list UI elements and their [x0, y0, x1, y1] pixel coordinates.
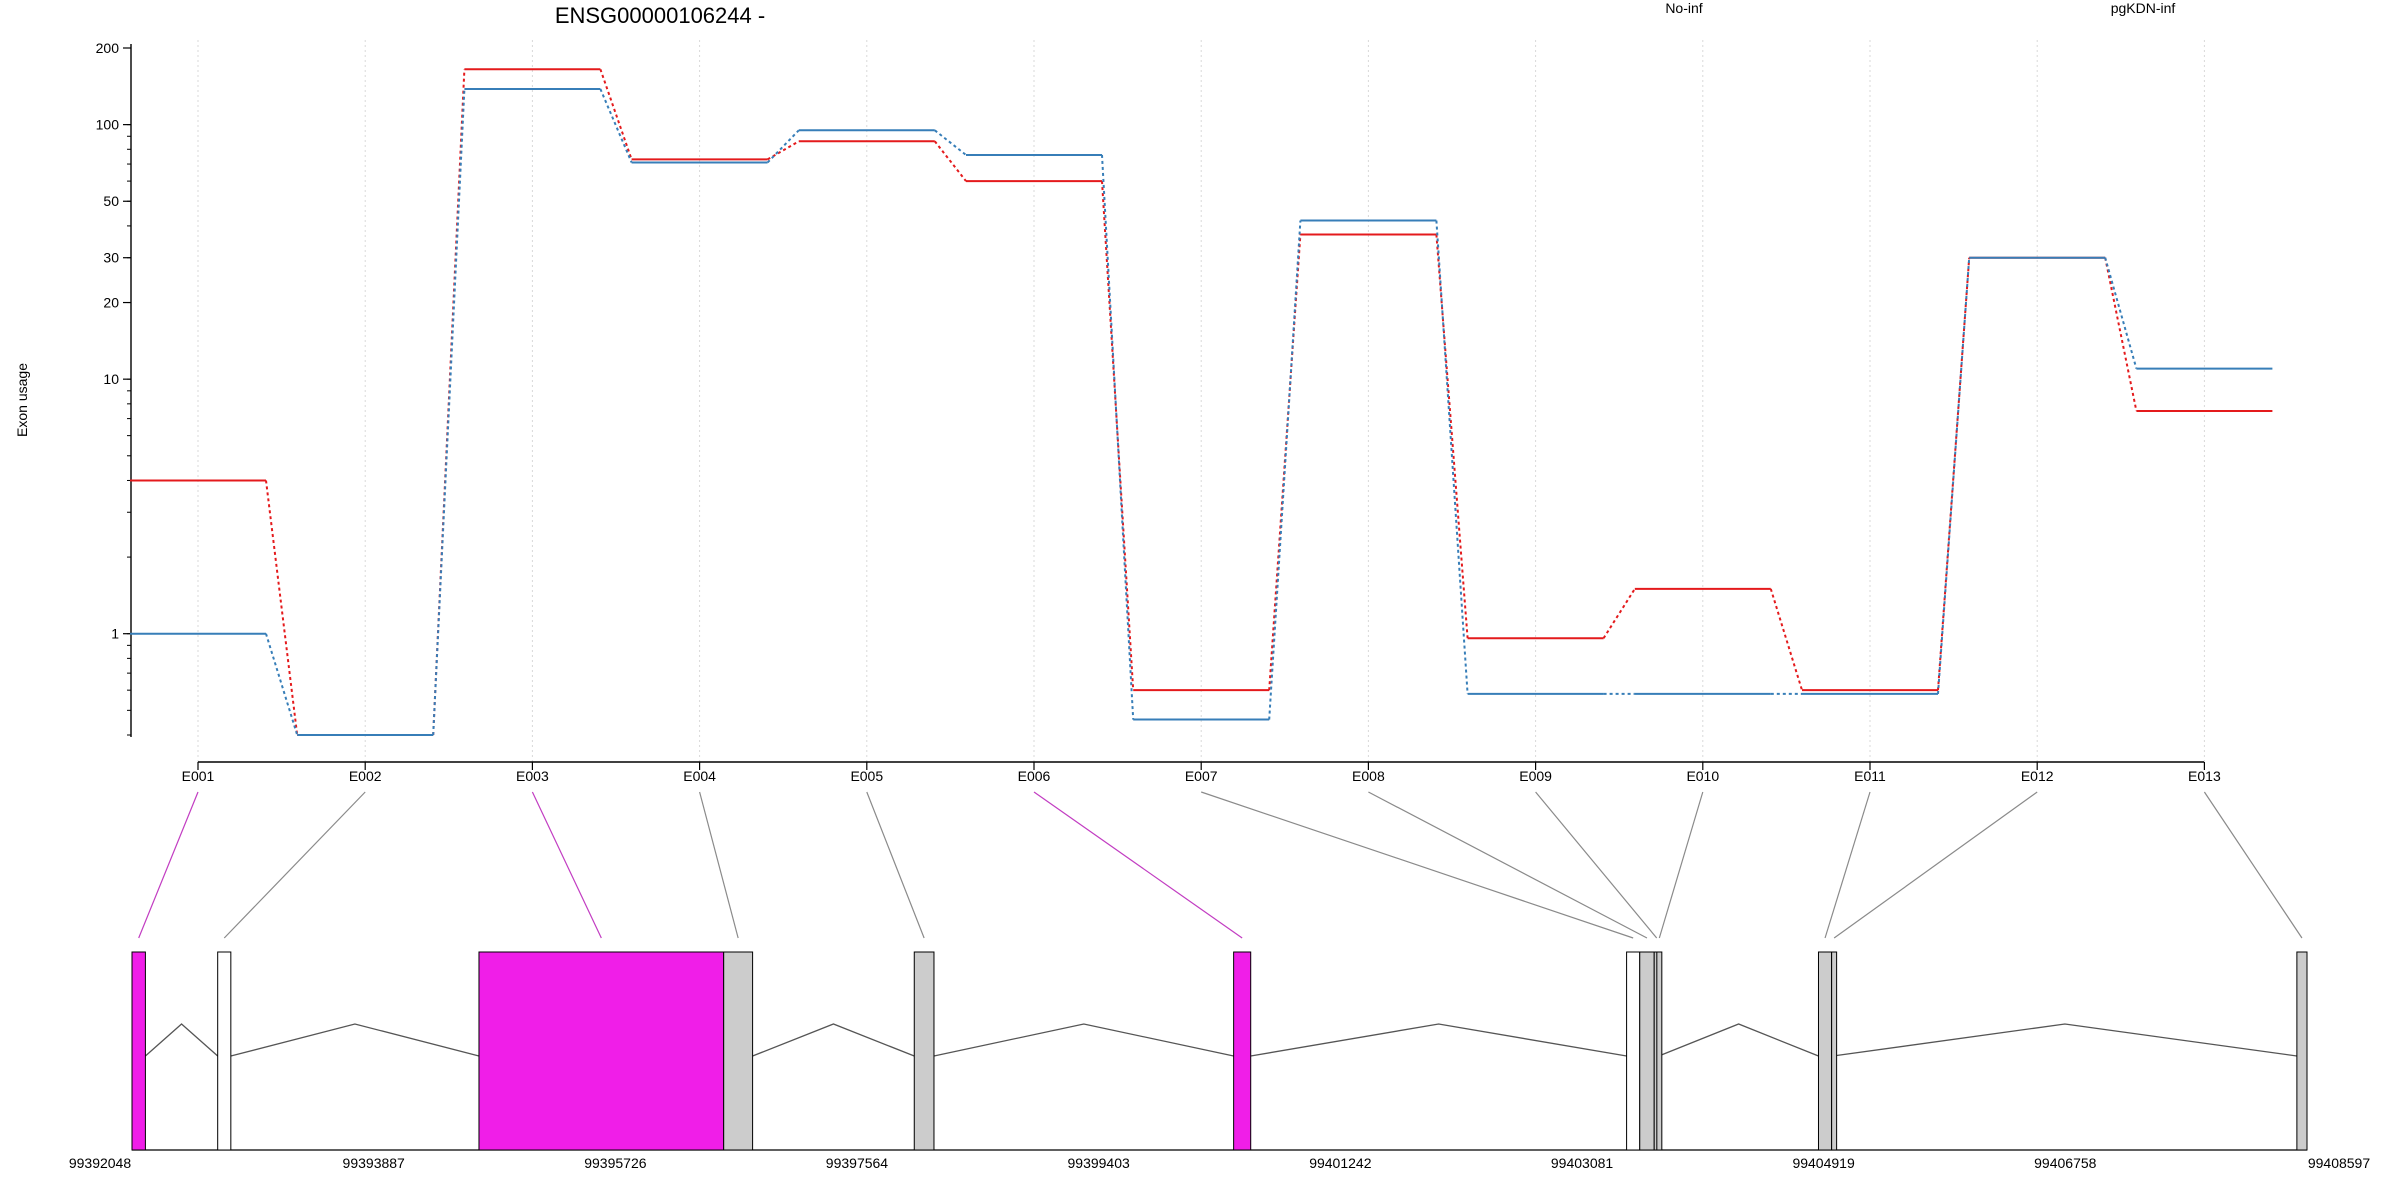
connector-e005: [866, 791, 925, 939]
y-tick-label: 30: [103, 250, 119, 266]
y-tick-label: 50: [103, 193, 119, 209]
series-pgkdn-inf-connector: [1435, 220, 1469, 694]
x-tick-label-e009: E009: [1519, 768, 1552, 784]
genomic-position-label: 99393887: [343, 1155, 406, 1171]
intron: [752, 1023, 915, 1057]
exon-e004: [723, 951, 754, 1151]
intron: [1658, 1023, 1819, 1057]
series-no-inf-connector: [1769, 588, 1803, 691]
connector-e013: [2203, 791, 2303, 939]
series-no-inf-connector: [1937, 257, 1971, 691]
intron: [230, 1023, 480, 1057]
series-pgkdn-inf-connector: [766, 129, 800, 164]
exon-e012: [1831, 951, 1838, 1151]
genomic-position-label: 99395726: [584, 1155, 647, 1171]
intron: [1250, 1023, 1627, 1057]
series-pgkdn-inf-connector: [934, 129, 967, 156]
series-no-inf-connector: [1435, 234, 1469, 639]
genomic-position-label: 99408597: [2308, 1155, 2371, 1171]
y-tick-label: 1: [111, 626, 119, 642]
x-tick-label-e005: E005: [850, 768, 883, 784]
connector-e007: [1201, 791, 1634, 939]
series-no-inf-connector: [599, 68, 633, 160]
genomic-position-label: 99399403: [1068, 1155, 1131, 1171]
y-tick-label: 10: [103, 371, 119, 387]
connector-e006: [1033, 791, 1243, 939]
x-tick-label-e012: E012: [2021, 768, 2054, 784]
x-tick-label-e010: E010: [1686, 768, 1719, 784]
connector-e001: [138, 791, 199, 939]
x-tick-label-e006: E006: [1018, 768, 1051, 784]
genomic-position-label: 99406758: [2034, 1155, 2097, 1171]
legend-entry-pgkdn-inf: pgKDN-inf: [2111, 0, 2176, 16]
y-axis-label: Exon usage: [14, 363, 30, 437]
exon-e005: [913, 951, 935, 1151]
series-no-inf-connector: [1268, 234, 1302, 691]
exon-e013: [2296, 951, 2308, 1151]
gene-model: [131, 951, 2308, 1151]
series-pgkdn-inf-connector: [1101, 154, 1135, 720]
x-tick-label-e004: E004: [683, 768, 716, 784]
connector-e004: [699, 791, 739, 939]
connector-e009: [1535, 791, 1658, 939]
series-no-inf-connector: [2104, 257, 2138, 412]
series-pgkdn-inf-connector: [599, 88, 633, 163]
x-tick-label-e002: E002: [349, 768, 382, 784]
x-tick-label-e001: E001: [182, 768, 215, 784]
series-pgkdn-inf-connector: [265, 633, 299, 736]
connector-e002: [223, 791, 366, 939]
genomic-position-label: 99404919: [1792, 1155, 1855, 1171]
exon-e003: [478, 951, 725, 1151]
y-tick-label: 200: [96, 40, 120, 56]
exon-e010: [1656, 951, 1663, 1151]
connector-e008: [1368, 791, 1648, 939]
series-pgkdn-inf-connector: [2104, 257, 2138, 369]
series-no-inf-connector: [1101, 181, 1135, 691]
x-tick-label-e008: E008: [1352, 768, 1385, 784]
chart-title: ENSG00000106244 -: [555, 3, 765, 28]
genomic-position-label: 99401242: [1309, 1155, 1372, 1171]
exon-e006: [1233, 951, 1252, 1151]
exon-e007: [1626, 951, 1641, 1151]
x-tick-label-e003: E003: [516, 768, 549, 784]
exon-connectors: [138, 791, 2303, 939]
legend-entry-no-inf: No-inf: [1665, 0, 1702, 16]
y-axis: 1 10 20 30 50 100 200: [96, 40, 132, 737]
series-no-inf-connector: [934, 140, 967, 182]
series-no-inf-connector: [1602, 588, 1636, 639]
series-lines: [130, 68, 2273, 736]
series-pgkdn-inf-connector: [1937, 257, 1971, 694]
x-tick-label-e011: E011: [1854, 768, 1886, 784]
intron: [144, 1023, 219, 1057]
x-tick-label-e013: E013: [2188, 768, 2221, 784]
series-pgkdn-inf-connector: [432, 88, 466, 736]
series-pgkdn-inf-connector: [1268, 220, 1302, 720]
intron: [1832, 1023, 2297, 1057]
connector-e011: [1824, 791, 1871, 939]
x-gridlines: [197, 40, 2205, 762]
exon-e008: [1639, 951, 1655, 1151]
gene-axis-ticks: 99392048 99393887 99395726 99397564 99399403…: [69, 1155, 2371, 1171]
y-tick-label: 100: [96, 117, 120, 133]
genomic-position-label: 99397564: [826, 1155, 889, 1171]
genomic-position-label: 99403081: [1551, 1155, 1614, 1171]
exon-e001: [131, 951, 146, 1151]
exon-e002: [217, 951, 232, 1151]
connector-e012: [1833, 791, 2038, 939]
exon-e011: [1817, 951, 1833, 1151]
connector-e010: [1658, 791, 1704, 939]
intron: [933, 1023, 1234, 1057]
x-tick-label-e007: E007: [1185, 768, 1218, 784]
connector-e003: [531, 791, 602, 939]
genomic-position-label: 99392048: [69, 1155, 132, 1171]
y-tick-label: 20: [103, 295, 119, 311]
x-axis: E001 E002 E003 E004 E005 E006 E007 E008 E009 E010…: [182, 761, 2221, 784]
series-no-inf-connector: [265, 480, 299, 736]
